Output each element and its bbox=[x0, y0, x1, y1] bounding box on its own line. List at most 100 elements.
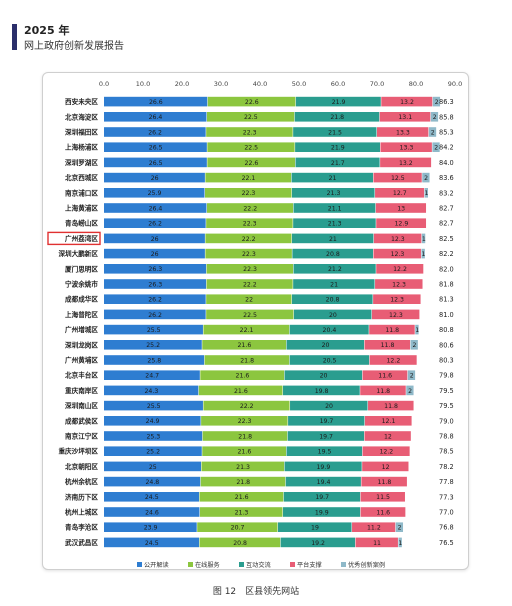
bar-segment bbox=[292, 248, 373, 259]
bar-segment bbox=[293, 279, 375, 289]
bar-segment bbox=[373, 294, 421, 304]
category-label: 南京浦口区 bbox=[65, 188, 98, 197]
bar-segment bbox=[205, 248, 292, 259]
bar-segment bbox=[295, 157, 380, 168]
bar-value-label: 24.7 bbox=[145, 373, 159, 380]
category-label: 杭州余杭区 bbox=[65, 477, 98, 486]
bar-segment bbox=[104, 264, 207, 274]
bar-segment bbox=[206, 279, 293, 289]
bar-value-label: 22.3 bbox=[242, 190, 256, 197]
x-tick-label: 90.0 bbox=[448, 80, 462, 88]
bar-segment bbox=[104, 446, 202, 456]
bar-value-label: 19.7 bbox=[320, 418, 334, 425]
category-label: 武汉武昌区 bbox=[65, 538, 98, 547]
bar-segment bbox=[375, 279, 423, 289]
bar-segment bbox=[430, 112, 439, 122]
bar-value-label: 24.5 bbox=[145, 494, 159, 501]
total-label: 83.2 bbox=[439, 189, 454, 197]
bar-segment bbox=[104, 142, 207, 152]
category-label: 广州增城区 bbox=[65, 325, 98, 334]
bar-value-label: 12.9 bbox=[394, 221, 408, 228]
bar-value-label: 12.5 bbox=[391, 175, 405, 182]
bar-segment bbox=[369, 355, 417, 365]
bar-value-label: 21.9 bbox=[332, 99, 346, 106]
bar-segment bbox=[198, 385, 283, 396]
bar-value-label: 12 bbox=[382, 464, 390, 471]
bar-segment bbox=[355, 537, 398, 548]
bar-value-label: 1 bbox=[425, 190, 429, 197]
bar-value-label: 12.1 bbox=[382, 418, 396, 425]
bar-value-label: 21.6 bbox=[235, 494, 249, 501]
bar-value-label: 22.5 bbox=[244, 145, 258, 152]
bar-value-label: 21.6 bbox=[238, 342, 252, 349]
bar-segment bbox=[201, 416, 288, 426]
bar-value-label: 2 bbox=[412, 342, 416, 349]
total-label: 80.6 bbox=[439, 341, 454, 349]
category-label: 宁波余姚市 bbox=[65, 280, 98, 289]
bar-value-label: 21.8 bbox=[240, 357, 254, 364]
bar-value-label: 12.2 bbox=[379, 449, 393, 456]
bar-segment bbox=[104, 279, 207, 289]
bar-segment bbox=[280, 537, 356, 548]
bar-value-label: 21.6 bbox=[234, 388, 248, 395]
bar-value-label: 24.3 bbox=[144, 388, 158, 395]
bar-segment bbox=[293, 218, 376, 228]
bar-segment bbox=[104, 340, 202, 350]
bar-value-label: 2 bbox=[433, 114, 437, 121]
bar-value-label: 21.3 bbox=[235, 509, 249, 516]
category-label: 广州黄埔区 bbox=[65, 356, 98, 365]
bar-segment bbox=[284, 461, 362, 472]
legend-swatch bbox=[188, 562, 193, 567]
total-label: 82.0 bbox=[439, 265, 454, 273]
bar-segment bbox=[422, 172, 430, 183]
bar-value-label: 12.3 bbox=[391, 236, 405, 243]
bar-segment bbox=[199, 537, 281, 548]
total-label: 82.7 bbox=[439, 220, 454, 228]
bar-segment bbox=[362, 370, 408, 380]
bar-value-label: 24.9 bbox=[146, 418, 160, 425]
bar-segment bbox=[290, 400, 368, 411]
bar-value-label: 26.4 bbox=[149, 205, 163, 212]
report-year: 2025 年 bbox=[24, 24, 70, 37]
bar-value-label: 20.8 bbox=[233, 540, 247, 547]
bar-value-label: 11.8 bbox=[381, 342, 395, 349]
total-label: 79.5 bbox=[439, 402, 454, 410]
bar-segment bbox=[380, 142, 432, 152]
bar-value-label: 12.3 bbox=[390, 297, 404, 304]
bar-value-label: 21 bbox=[329, 175, 337, 182]
bar-value-label: 13.3 bbox=[396, 129, 410, 136]
bar-segment bbox=[291, 233, 374, 244]
bar-value-label: 26.3 bbox=[148, 266, 162, 273]
bar-value-label: 11.6 bbox=[378, 373, 392, 380]
bar-value-label: 22.1 bbox=[240, 327, 254, 334]
bar-value-label: 25 bbox=[149, 464, 157, 471]
bar-value-label: 26.2 bbox=[148, 221, 162, 228]
bar-value-label: 19.5 bbox=[318, 449, 332, 456]
bar-value-label: 13.2 bbox=[399, 160, 413, 167]
bar-segment bbox=[293, 203, 376, 213]
bar-segment bbox=[293, 127, 377, 137]
bar-segment bbox=[283, 385, 360, 396]
bar-value-label: 25.5 bbox=[147, 403, 161, 410]
bar-segment bbox=[200, 476, 286, 487]
bar-segment bbox=[360, 507, 406, 517]
bar-segment bbox=[293, 264, 376, 274]
total-label: 80.8 bbox=[439, 326, 454, 334]
bar-value-label: 22.2 bbox=[243, 205, 257, 212]
bar-value-label: 19 bbox=[311, 525, 319, 532]
bar-segment bbox=[421, 248, 425, 259]
bar-segment bbox=[104, 355, 205, 365]
bar-segment bbox=[380, 157, 432, 168]
category-label: 西安未央区 bbox=[65, 97, 98, 106]
bar-segment bbox=[295, 96, 381, 107]
total-label: 83.6 bbox=[439, 174, 454, 182]
x-tick-label: 40.0 bbox=[253, 80, 267, 88]
category-label: 深圳龙岗区 bbox=[65, 340, 98, 349]
report-title: 网上政府创新发展报告 bbox=[24, 41, 124, 52]
bar-value-label: 13.2 bbox=[400, 99, 414, 106]
bar-value-label: 22.5 bbox=[243, 312, 257, 319]
bar-value-label: 11.8 bbox=[385, 327, 399, 334]
bar-segment bbox=[206, 112, 295, 122]
bar-value-label: 11.5 bbox=[376, 494, 390, 501]
bar-segment bbox=[277, 522, 352, 532]
